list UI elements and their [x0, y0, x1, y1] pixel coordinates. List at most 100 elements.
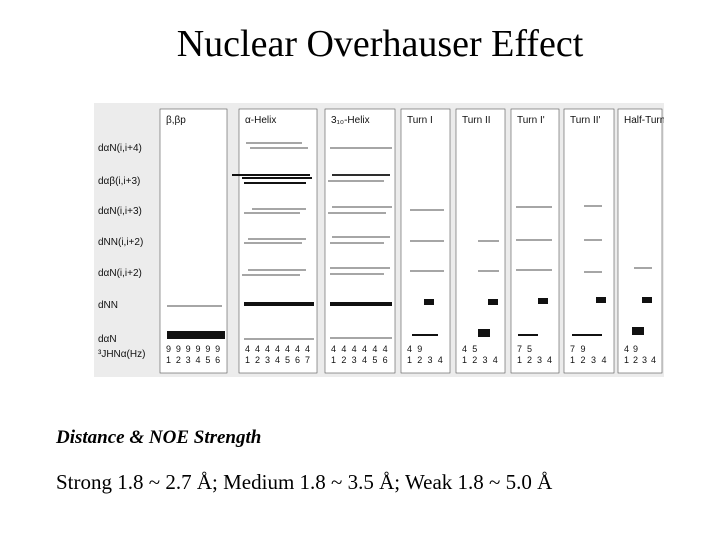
- turn-dnn-block: [596, 297, 606, 303]
- row-label: ³JHNα(Hz): [98, 349, 145, 360]
- slide-title: Nuclear Overhauser Effect: [176, 23, 584, 65]
- dan-strong-bar: [167, 331, 225, 339]
- column-header: Half-Turn: [624, 115, 664, 126]
- residue-number: 6: [295, 355, 300, 365]
- residue-number: 5: [285, 355, 290, 365]
- coupling-digit: 4: [383, 344, 388, 354]
- residue-number: 3: [591, 355, 596, 365]
- coupling-digit: 4: [624, 344, 629, 354]
- residue-number: 2: [255, 355, 260, 365]
- residue-number: 2: [341, 355, 346, 365]
- turn-dan-block: [518, 334, 538, 336]
- residue-number: 1: [331, 355, 336, 365]
- noe-pattern-diagram: β,βp 9 9 9 9 9 9 1 2 3 4 5 6 α-Helix 4 4 4 4 4 4 4 1 2 3 4 5 6 7 3₁₀…: [94, 103, 664, 377]
- coupling-digit: 9: [176, 344, 181, 354]
- turn-dnn-block: [488, 299, 498, 305]
- coupling-digit: 9: [215, 344, 220, 354]
- residue-number: 2: [527, 355, 532, 365]
- coupling-digit: 4: [255, 344, 260, 354]
- noe-marks: [167, 142, 652, 340]
- coupling-digit: 4: [275, 344, 280, 354]
- coupling-digit: 4: [295, 344, 300, 354]
- residue-number: 3: [265, 355, 270, 365]
- coupling-digit: 4: [305, 344, 310, 354]
- column-header: Turn II': [570, 115, 601, 126]
- residue-number: 6: [215, 355, 220, 365]
- coupling-digit: 9: [581, 344, 586, 354]
- coupling-digit: 4: [372, 344, 377, 354]
- row-labels: dαN(i,i+4) dαβ(i,i+3) dαN(i,i+3) dNN(i,i+2)…: [98, 143, 145, 360]
- turn-dan-block: [412, 334, 438, 336]
- column-panel: [563, 108, 615, 374]
- residue-number: 1: [245, 355, 250, 365]
- residue-number: 4: [196, 355, 201, 365]
- residue-number: 4: [602, 355, 607, 365]
- row-label: dαN(i,i+4): [98, 143, 142, 154]
- column-header: β,βp: [166, 115, 186, 126]
- column-panel: [238, 108, 318, 374]
- coupling-digit: 4: [462, 344, 467, 354]
- residue-number: 1: [462, 355, 467, 365]
- column-header: Turn I: [407, 115, 433, 126]
- coupling-digit: 9: [417, 344, 422, 354]
- turn-dan-block: [572, 334, 602, 336]
- residue-number: 6: [383, 355, 388, 365]
- residue-number: 3: [537, 355, 542, 365]
- row-label: dαβ(i,i+3): [98, 176, 140, 187]
- coupling-digit: 9: [166, 344, 171, 354]
- residue-number: 7: [305, 355, 310, 365]
- coupling-digit: 9: [186, 344, 191, 354]
- coupling-digit: 4: [245, 344, 250, 354]
- residue-number: 1: [166, 355, 171, 365]
- coupling-digit: 4: [341, 344, 346, 354]
- column-panel: [324, 108, 396, 374]
- coupling-digit: 5: [472, 344, 477, 354]
- row-label: dαN(i,i+2): [98, 268, 142, 279]
- coupling-digit: 7: [570, 344, 575, 354]
- residue-number: 1: [624, 355, 629, 365]
- column-header: α-Helix: [245, 115, 276, 126]
- residue-number: 2: [581, 355, 586, 365]
- coupling-digit: 4: [285, 344, 290, 354]
- coupling-digit: 4: [362, 344, 367, 354]
- column-panel: [510, 108, 560, 374]
- residue-number: 5: [372, 355, 377, 365]
- residue-number: 4: [493, 355, 498, 365]
- row-label: dNN(i,i+2): [98, 237, 143, 248]
- turn-dan-block: [478, 329, 490, 337]
- residue-number: 4: [547, 355, 552, 365]
- residue-number: 3: [642, 355, 647, 365]
- residue-number: 2: [176, 355, 181, 365]
- row-label: dαN: [98, 334, 117, 345]
- turn-dan-block: [632, 327, 644, 335]
- residue-number: 4: [651, 355, 656, 365]
- column-header: Turn I': [517, 115, 545, 126]
- turn-dnn-block: [424, 299, 434, 305]
- turn-dnn-block: [538, 298, 548, 304]
- residue-number: 3: [428, 355, 433, 365]
- coupling-digit: 9: [196, 344, 201, 354]
- column-panel: [159, 108, 228, 374]
- residue-number: 2: [417, 355, 422, 365]
- coupling-digit: 4: [331, 344, 336, 354]
- residue-number: 1: [517, 355, 522, 365]
- coupling-digit: 4: [352, 344, 357, 354]
- residue-number: 3: [483, 355, 488, 365]
- coupling-digit: 4: [265, 344, 270, 354]
- residue-number: 2: [472, 355, 477, 365]
- column-header: 3₁₀-Helix: [331, 115, 370, 126]
- coupling-digit: 4: [407, 344, 412, 354]
- residue-number: 1: [407, 355, 412, 365]
- coupling-digit: 5: [527, 344, 532, 354]
- residue-number: 1: [570, 355, 575, 365]
- residue-number: 2: [633, 355, 638, 365]
- coupling-digit: 9: [205, 344, 210, 354]
- coupling-digit: 7: [517, 344, 522, 354]
- residue-number: 4: [275, 355, 280, 365]
- turn-dnn-block: [642, 297, 652, 303]
- column-header: Turn II: [462, 115, 491, 126]
- coupling-digit: 9: [633, 344, 638, 354]
- residue-number: 5: [205, 355, 210, 365]
- residue-number: 4: [438, 355, 443, 365]
- residue-number: 3: [352, 355, 357, 365]
